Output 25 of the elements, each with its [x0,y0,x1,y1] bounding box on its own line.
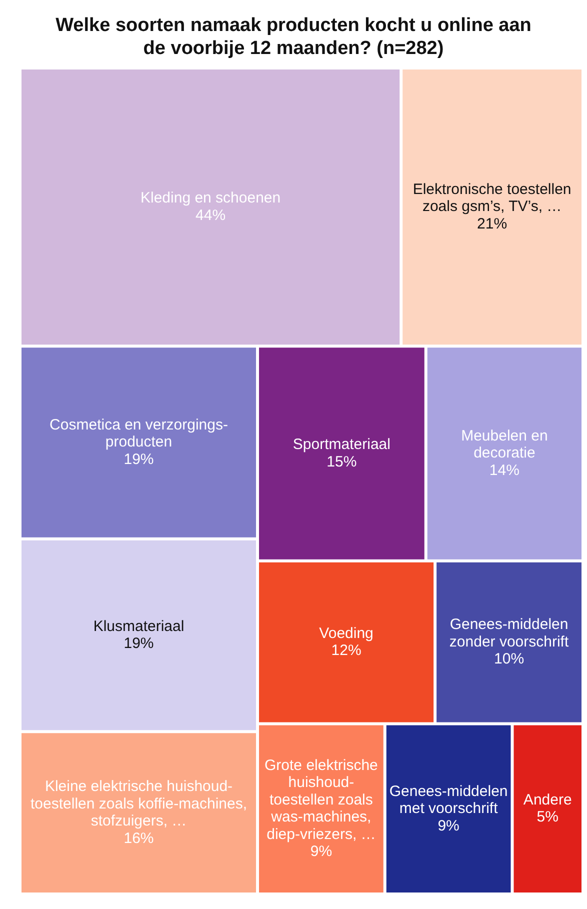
category-label: Kleding en schoenen [140,190,281,207]
data-label: 16% [124,830,154,847]
category-label: Cosmetica en verzorgings-producten [50,416,228,451]
category-label: Grote elektrische huishoud-toestellen zoals was-machines, diep-vriezers, … [264,756,378,843]
data-label: 19% [124,635,154,652]
data-label: 10% [494,650,524,668]
category-label: Kleine elektrische huishoud-toestellen zoals koffie-machines, stofzuigers, … [30,778,248,830]
category-label: Genees-middelen met voorschrift [389,782,508,818]
data-label: 44% [196,206,226,224]
data-label: 15% [326,453,357,470]
category-label: Meubelen en decoratie [461,427,548,462]
category-label: Genees-middelen zonder voorschrift [449,616,570,650]
category-label: Voeding [319,624,374,642]
data-label: 9% [438,817,460,834]
category-label: Andere [523,791,572,808]
category-label: Sportmateriaal [292,436,390,454]
data-label: 9% [310,843,332,860]
data-label: 21% [477,215,508,232]
category-label: Elektronische toestellen zoals gsm’s, TV’s, … [412,180,572,216]
category-label: Klusmateriaal [93,618,184,635]
data-label: 12% [331,642,362,660]
text: Welke soorten namaak producten kocht u online aan de voorbije 12 maanden? (n=282) [54,14,532,61]
data-label: 14% [489,462,520,479]
data-label: 5% [536,808,558,826]
data-label: 19% [124,450,154,468]
